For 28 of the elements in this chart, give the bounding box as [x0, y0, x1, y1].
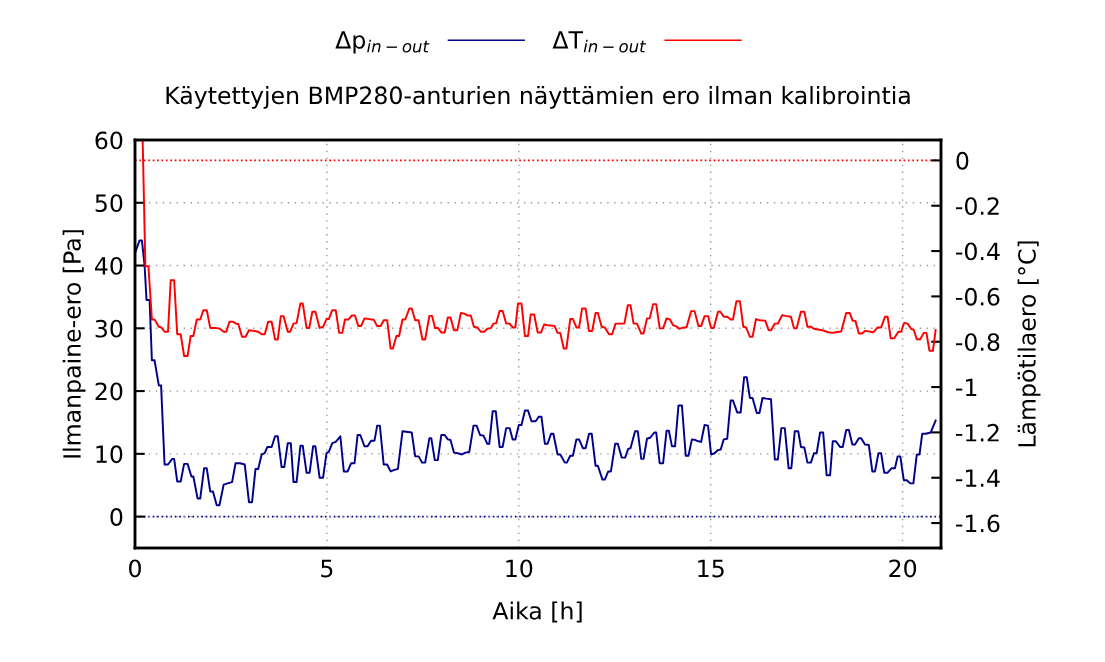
y2-tick-label: -0.6 [956, 287, 1000, 306]
y2-tick-label: -1 [956, 378, 977, 397]
y-tick-label: 0 [110, 508, 123, 526]
chart-title: Käytettyjen BMP280-anturien näyttämien ero ilman kalibrointia [166, 85, 910, 109]
x-tick-label: 0 [129, 559, 141, 578]
y2-tick-label: -0.2 [956, 197, 999, 216]
y2-tick-label: 0 [956, 151, 969, 170]
y-tick-label: 40 [95, 256, 123, 275]
y2-tick-label: -0.8 [956, 333, 1000, 352]
y-tick-label: 10 [96, 445, 123, 464]
x-tick-label: 15 [698, 559, 724, 578]
y2-tick-label: -1.4 [956, 469, 1000, 487]
legend-label: Δp$_{in−out}$ [335, 31, 430, 54]
y-tick-label: 30 [95, 319, 123, 338]
y-tick-label: 20 [95, 382, 123, 401]
legend-label: ΔT$_{in−out}$ [552, 31, 647, 53]
x-tick-label: 10 [506, 559, 533, 578]
y-axis-title: Ilmanpaine-ero [Pa] [62, 230, 86, 458]
x-tick-label: 20 [889, 559, 917, 578]
y2-axis-title: Lämpötilaero [°C] [1017, 241, 1041, 447]
y2-tick-label: -1.6 [956, 514, 1000, 533]
y-tick-label: 60 [95, 131, 123, 150]
x-axis-title: Aika [h] [492, 601, 582, 623]
y2-tick-label: -0.4 [956, 242, 1000, 261]
line-series [135, 239, 937, 507]
y2-tick-label: -1.2 [956, 423, 999, 442]
y-tick-label: 50 [95, 194, 123, 213]
x-tick-label: 5 [321, 559, 333, 578]
